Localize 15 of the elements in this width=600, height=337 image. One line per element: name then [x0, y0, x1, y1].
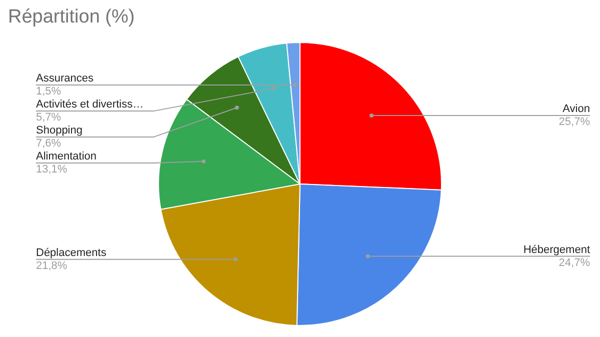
chart-title: Répartition (%) [8, 6, 135, 28]
slice-label: Alimentation [36, 150, 97, 163]
data-label: 25,7% [558, 116, 590, 128]
data-label: 7,6% [36, 138, 62, 150]
slice-label: Déplacements [36, 246, 107, 259]
slice-label: Assurances [36, 72, 94, 85]
data-label: 5,7% [36, 112, 62, 124]
slice-label: Hébergement [523, 244, 590, 256]
data-label: 13,1% [36, 164, 68, 176]
data-label: 1,5% [36, 86, 62, 98]
slice-label: Activités et divertiss… [36, 98, 144, 111]
data-label: 24,7% [558, 256, 590, 269]
data-label: 21,8% [36, 260, 68, 272]
slice-label: Shopping [36, 124, 82, 137]
slice-label: Avion [562, 102, 590, 115]
